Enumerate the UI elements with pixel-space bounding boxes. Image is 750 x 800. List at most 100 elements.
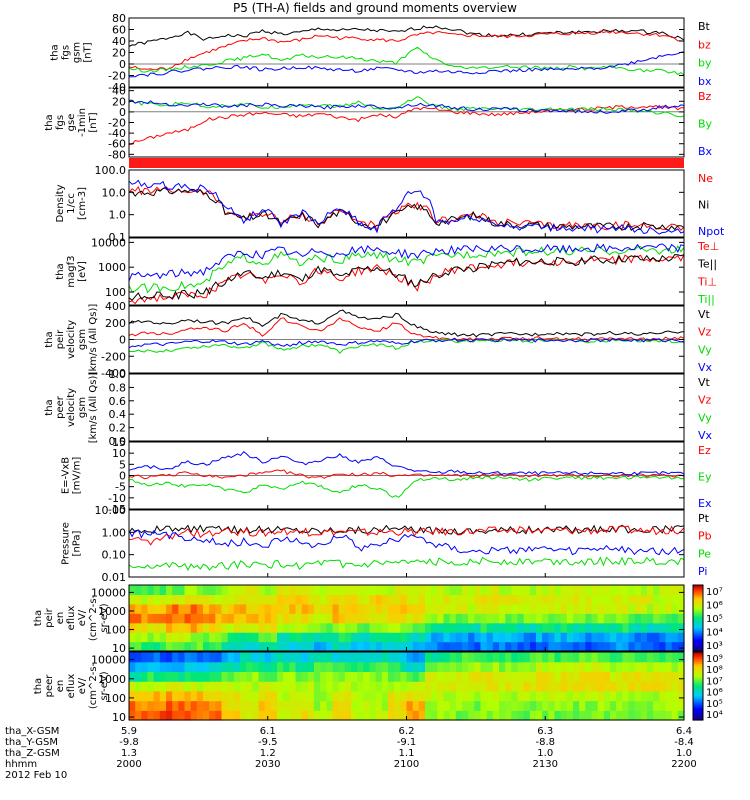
spectrogram-cell bbox=[166, 700, 173, 711]
spectrogram-cell bbox=[647, 652, 654, 663]
spectrogram-cell bbox=[227, 661, 235, 673]
spectrogram-cell bbox=[449, 613, 457, 624]
spectrogram-cell bbox=[455, 594, 463, 605]
y-tick-label: 0 bbox=[119, 58, 126, 71]
spectrogram-cell bbox=[277, 671, 284, 682]
spectrogram-cell bbox=[499, 632, 506, 643]
spectrogram-cell bbox=[511, 622, 519, 633]
spectrogram-cell bbox=[264, 690, 272, 702]
spectrogram-cell bbox=[542, 594, 549, 605]
spectrogram-cell bbox=[270, 603, 278, 614]
spectrogram-cell bbox=[178, 622, 186, 633]
spectrogram-cell bbox=[616, 641, 623, 652]
spectrogram-cell bbox=[616, 661, 623, 673]
spectrogram-cell bbox=[548, 681, 556, 692]
colorbar-step bbox=[693, 655, 703, 658]
spectrogram-cell bbox=[634, 613, 642, 624]
spectrogram-cell bbox=[653, 585, 660, 596]
y-axis-label-line: [mV/m] bbox=[72, 457, 83, 495]
spectrogram-cell bbox=[178, 641, 186, 652]
colorbar-step bbox=[693, 665, 703, 668]
spectrogram-cell bbox=[320, 603, 327, 614]
colorbar-step bbox=[693, 652, 703, 655]
spectrogram-cell bbox=[677, 622, 685, 633]
spectrogram-cell bbox=[529, 652, 537, 663]
spectrogram-cell bbox=[184, 622, 192, 633]
spectrogram-cell bbox=[289, 652, 297, 663]
spectrogram-cell bbox=[166, 603, 173, 614]
spectrogram-cell bbox=[474, 652, 482, 663]
spectrogram-cell bbox=[634, 641, 642, 652]
spectrogram-cell bbox=[517, 622, 525, 633]
spectrogram-cell bbox=[178, 671, 186, 682]
spectrogram-cell bbox=[184, 603, 192, 614]
spectrogram-cell bbox=[418, 710, 426, 721]
spectrogram-cell bbox=[252, 641, 260, 652]
spectrogram-cell bbox=[653, 661, 660, 673]
spectrogram-cell bbox=[363, 613, 371, 624]
legend-label: By bbox=[698, 118, 713, 131]
spectrogram-cell bbox=[369, 661, 377, 673]
spectrogram-cell bbox=[159, 622, 167, 633]
y-tick-label: 100 bbox=[105, 692, 126, 705]
spectrogram-cell bbox=[659, 613, 667, 624]
spectrogram-cell bbox=[209, 594, 216, 605]
spectrogram-cell bbox=[511, 585, 519, 596]
colorbar-step bbox=[693, 691, 703, 694]
spectrogram-cell bbox=[480, 632, 488, 643]
spectrogram-cell bbox=[431, 613, 438, 624]
spectrogram-cell bbox=[585, 661, 593, 673]
spectrogram-cell bbox=[227, 710, 235, 721]
spectrogram-cell bbox=[640, 613, 648, 624]
spectrogram-cell bbox=[375, 594, 383, 605]
spectrogram-cell bbox=[517, 641, 525, 652]
spectrogram-cell bbox=[320, 641, 327, 652]
spectrogram-cell bbox=[560, 690, 568, 702]
spectrogram-cell bbox=[332, 652, 340, 663]
colorbar-step bbox=[693, 677, 703, 680]
spectrogram-cell bbox=[381, 641, 389, 652]
spectrogram-cell bbox=[190, 603, 198, 614]
spectrogram-cell bbox=[129, 622, 136, 633]
spectrogram-cell bbox=[412, 585, 420, 596]
spectrogram-cell bbox=[548, 652, 556, 663]
spectrogram-cell bbox=[610, 681, 617, 692]
spectrogram-cell bbox=[209, 632, 216, 643]
spectrogram-cell bbox=[252, 700, 260, 711]
spectrogram-cell bbox=[529, 690, 537, 702]
spectrogram-cell bbox=[603, 710, 611, 721]
spectrogram-cell bbox=[221, 594, 229, 605]
spectrogram-cell bbox=[665, 622, 673, 633]
spectrogram-cell bbox=[375, 671, 383, 682]
spectrogram-cell bbox=[425, 613, 432, 624]
spectrogram-cell bbox=[634, 594, 642, 605]
spectrogram-cell bbox=[159, 603, 167, 614]
spectrogram-cell bbox=[357, 690, 364, 702]
colorbar-step bbox=[693, 588, 703, 591]
spectrogram-cell bbox=[295, 710, 303, 721]
spectrogram-cell bbox=[616, 700, 623, 711]
spectrogram-cell bbox=[221, 710, 229, 721]
spectrogram-cell bbox=[455, 641, 463, 652]
spectrogram-cell bbox=[499, 652, 506, 663]
y-tick-label: 100 bbox=[105, 624, 126, 637]
spectrogram-cell bbox=[665, 661, 673, 673]
colorbar-step bbox=[693, 694, 703, 697]
spectrogram-cell bbox=[184, 613, 192, 624]
spectrogram-cell bbox=[277, 710, 284, 721]
spectrogram-cell bbox=[443, 690, 451, 702]
colorbar-step bbox=[693, 662, 703, 665]
y-axis-label-line: tha bbox=[44, 331, 55, 347]
spectrogram-cell bbox=[277, 632, 284, 643]
spectrogram-cell bbox=[418, 603, 426, 614]
spectrogram-cell bbox=[462, 585, 469, 596]
spectrogram-cell bbox=[351, 585, 358, 596]
spectrogram-cell bbox=[486, 690, 494, 702]
y-axis-label-line: peir bbox=[44, 607, 55, 627]
spectrogram-cell bbox=[560, 710, 568, 721]
spectrogram-cell bbox=[548, 585, 556, 596]
spectrogram-cell bbox=[258, 613, 266, 624]
colorbar-tick-label: 10⁵ bbox=[706, 614, 723, 625]
series-line-pe bbox=[128, 556, 685, 572]
